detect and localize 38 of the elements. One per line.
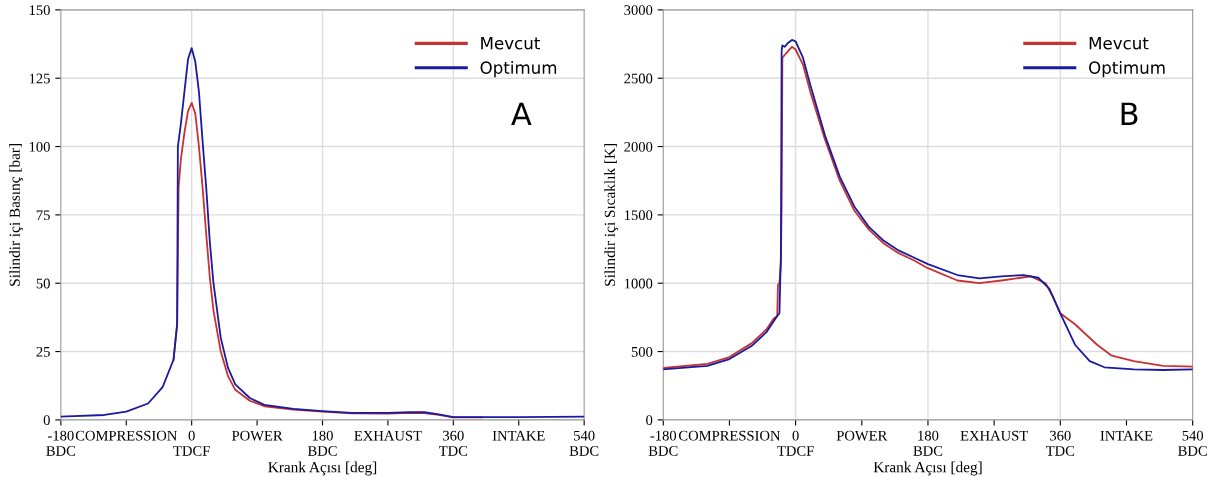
y-tick-label: 0 (646, 415, 653, 426)
x-tick-label: INTAKE (1100, 430, 1153, 441)
x-tick-label: 180 BDC (913, 430, 943, 456)
y-tick-label: 2500 (624, 73, 653, 84)
y-tick-label: 1500 (624, 210, 653, 221)
x-tick-label: INTAKE (492, 430, 545, 441)
y-tick-label: 3000 (624, 5, 653, 16)
legend-label: Mevcut (1089, 37, 1149, 50)
x-tick-label: 360 TDC (439, 430, 468, 456)
y-axis-title: Silindir içi Basınç [bar] (9, 144, 23, 286)
y-tick-label: 25 (36, 346, 50, 357)
legend-label: Optimum (480, 61, 557, 78)
x-tick-label: -180 BDC (46, 430, 76, 456)
legend-label: Optimum (1089, 61, 1165, 78)
y-axis-title: Silindir içi Sıcaklık [K] (604, 144, 619, 286)
x-tick-label: EXHAUST (354, 430, 422, 441)
annotation: A (511, 102, 532, 125)
y-tick-label: 125 (29, 73, 50, 84)
x-tick-label: 540 BDC (1178, 430, 1207, 456)
legend-label: Mevcut (481, 37, 540, 50)
y-tick-label: 75 (36, 210, 50, 221)
y-tick-label: 1000 (624, 278, 653, 289)
annotation: B (1121, 102, 1138, 125)
y-tick-label: 100 (29, 141, 50, 152)
x-tick-label: EXHAUST (960, 430, 1028, 441)
y-tick-label: 0 (43, 415, 50, 426)
x-tick-label: POWER (836, 430, 888, 441)
x-axis-title: Krank Açısı [deg] (268, 461, 377, 476)
y-tick-label: 500 (631, 346, 653, 357)
y-tick-label: 150 (29, 5, 50, 16)
x-tick-label: POWER (231, 430, 283, 441)
x-tick-label: -180 BDC (648, 430, 678, 456)
x-tick-label: 360 TDC (1045, 430, 1075, 456)
y-tick-label: 50 (36, 278, 50, 289)
x-axis-title: Krank Açısı [deg] (873, 461, 982, 476)
x-tick-label: 540 BDC (569, 430, 599, 456)
y-tick-label: 2000 (624, 141, 653, 152)
x-tick-label: 180 BDC (307, 430, 337, 456)
